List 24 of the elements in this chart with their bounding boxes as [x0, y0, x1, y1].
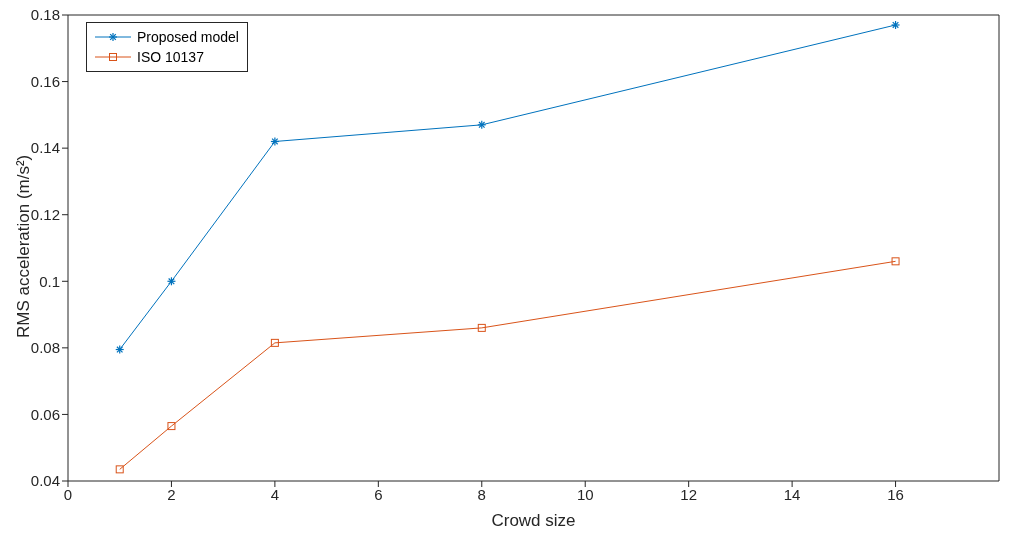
legend-label: Proposed model	[137, 29, 239, 45]
point	[167, 422, 176, 431]
y-tick-label: 0.04	[30, 472, 60, 490]
y-tick-label: 0.06	[30, 405, 60, 423]
point	[891, 257, 900, 266]
y-tick-label: 0.18	[30, 6, 60, 24]
y-tick-label: 0.1	[39, 272, 60, 290]
x-tick-label: 10	[576, 485, 594, 503]
x-tick-label: 8	[477, 485, 486, 503]
x-tick-label: 4	[270, 485, 280, 503]
x-tick-label: 12	[680, 485, 698, 503]
y-tick-label: 0.16	[30, 72, 60, 90]
x-tick-label: 6	[374, 485, 383, 503]
x-tick-label: 14	[783, 485, 801, 503]
point	[477, 323, 486, 332]
point	[270, 338, 279, 347]
y-tick-label: 0.08	[30, 339, 60, 357]
x-tick-label: 2	[167, 485, 176, 503]
point	[115, 465, 124, 474]
y-tick-label: 0.14	[30, 139, 60, 157]
x-tick-label: 0	[63, 485, 73, 503]
legend-label: ISO 10137	[137, 49, 204, 65]
x-tick-label: 16	[887, 485, 904, 503]
x-axis-title: Crowd size	[491, 511, 576, 530]
